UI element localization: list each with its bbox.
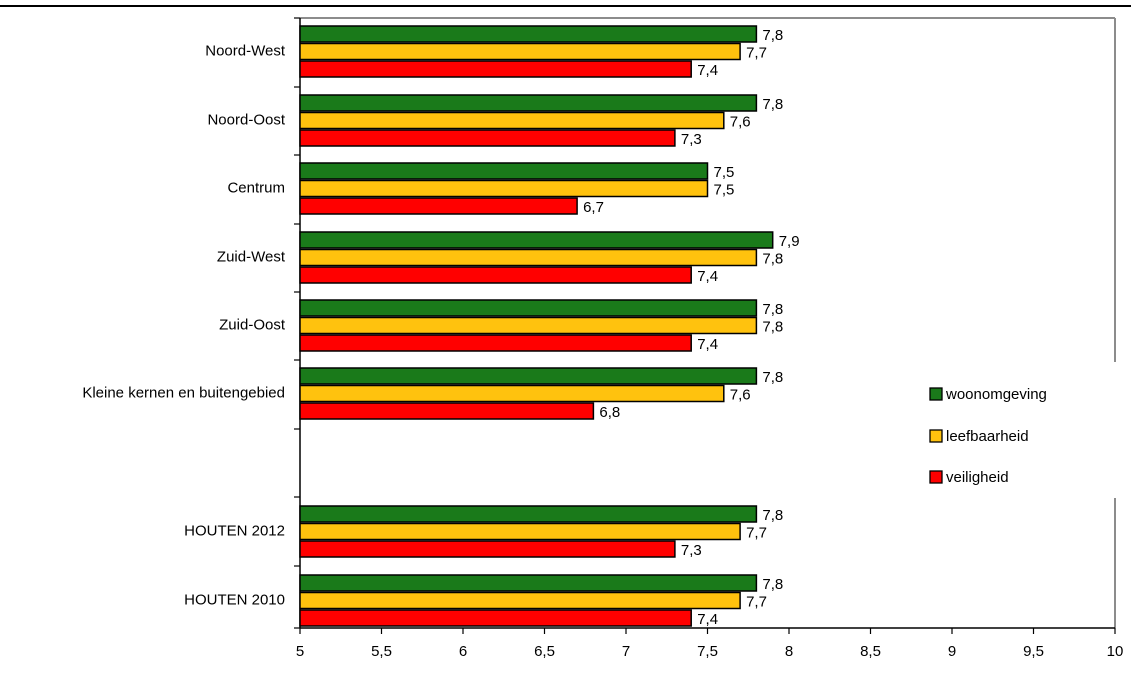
data-label: 6,7 — [583, 199, 604, 216]
legend-box — [916, 362, 1116, 498]
data-label: 6,8 — [599, 404, 620, 421]
category-label: Centrum — [227, 180, 285, 197]
data-label: 7,4 — [697, 268, 718, 285]
legend-swatch — [929, 429, 943, 443]
data-label: 7,7 — [746, 594, 767, 611]
category-label: Noord-Oost — [207, 112, 285, 129]
bar — [299, 197, 578, 215]
bar — [299, 231, 774, 249]
legend-swatch — [929, 470, 943, 484]
bar — [299, 609, 692, 627]
x-tick-label: 7,5 — [697, 643, 718, 660]
data-label: 7,8 — [762, 301, 783, 318]
data-label: 7,4 — [697, 611, 718, 628]
x-tick-label: 8,5 — [860, 643, 881, 660]
bar — [299, 402, 595, 420]
data-label: 7,8 — [762, 27, 783, 44]
bar — [299, 367, 758, 385]
data-label: 7,8 — [762, 507, 783, 524]
x-tick-label: 10 — [1107, 643, 1124, 660]
bar — [299, 179, 709, 198]
category-label: Zuid-West — [217, 249, 286, 266]
bar — [299, 60, 692, 78]
legend-swatch — [929, 387, 943, 401]
bar — [299, 522, 741, 541]
bar — [299, 334, 692, 352]
data-label: 7,4 — [697, 62, 718, 79]
bar — [299, 25, 758, 43]
bar — [299, 540, 676, 558]
data-label: 7,5 — [714, 164, 735, 181]
data-label: 7,7 — [746, 45, 767, 62]
data-label: 7,7 — [746, 525, 767, 542]
bar — [299, 505, 758, 523]
x-tick-label: 5,5 — [371, 643, 392, 660]
data-label: 7,6 — [730, 114, 751, 131]
bar — [299, 384, 725, 403]
data-label: 7,8 — [762, 369, 783, 386]
x-tick-label: 8 — [785, 643, 793, 660]
bar — [299, 574, 758, 592]
top-rule — [0, 5, 1131, 7]
bar — [299, 94, 758, 112]
category-label: Noord-West — [205, 43, 286, 60]
data-label: 7,8 — [762, 251, 783, 268]
bar — [299, 42, 741, 61]
bar — [299, 299, 758, 317]
x-tick-label: 9 — [948, 643, 956, 660]
legend-label: leefbaarheid — [946, 428, 1029, 445]
x-tick-label: 7 — [622, 643, 630, 660]
bar — [299, 316, 758, 335]
x-tick-label: 6,5 — [534, 643, 555, 660]
data-label: 7,9 — [779, 233, 800, 250]
bar — [299, 248, 758, 267]
data-label: 7,8 — [762, 576, 783, 593]
category-label: HOUTEN 2012 — [184, 523, 285, 540]
data-label: 7,3 — [681, 131, 702, 148]
legend-label: veiligheid — [946, 469, 1009, 486]
legend-label: woonomgeving — [945, 386, 1047, 403]
bar — [299, 162, 709, 180]
data-label: 7,8 — [762, 319, 783, 336]
bar — [299, 591, 741, 610]
bar — [299, 111, 725, 130]
category-label: Zuid-Oost — [219, 317, 286, 334]
bar — [299, 266, 692, 284]
data-label: 7,5 — [714, 182, 735, 199]
category-label: Kleine kernen en buitengebied — [82, 385, 285, 402]
data-label: 7,6 — [730, 387, 751, 404]
data-label: 7,4 — [697, 336, 718, 353]
x-tick-label: 9,5 — [1023, 643, 1044, 660]
data-label: 7,8 — [762, 96, 783, 113]
x-tick-label: 6 — [459, 643, 467, 660]
x-tick-label: 5 — [296, 643, 304, 660]
category-label: HOUTEN 2010 — [184, 592, 285, 609]
bar — [299, 129, 676, 147]
data-label: 7,3 — [681, 542, 702, 559]
